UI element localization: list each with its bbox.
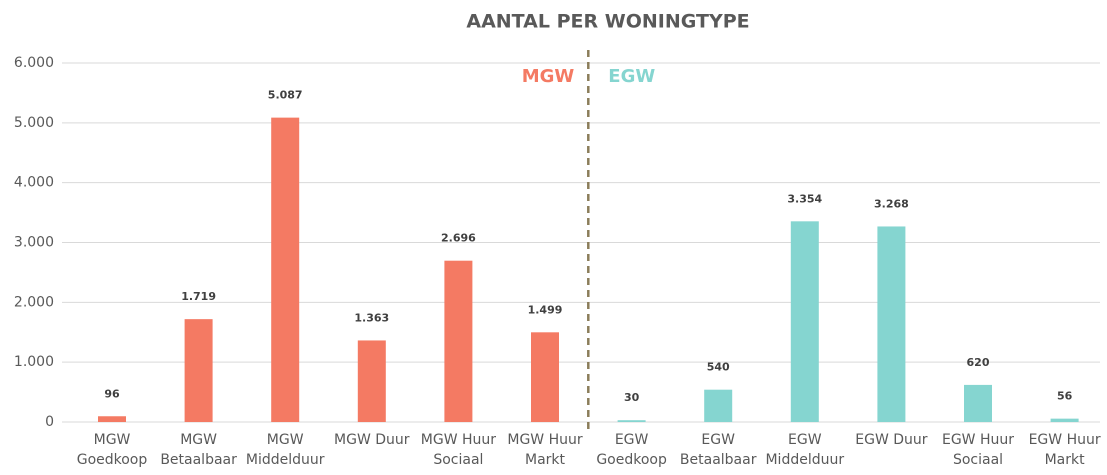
annotation: EGW — [608, 66, 655, 87]
data-label: 56 — [1057, 390, 1073, 403]
y-tick-label: 2.000 — [14, 294, 54, 310]
x-tick-label: MGW Betaalbaar — [160, 432, 237, 468]
x-tick-label: EGW Huur Markt — [1029, 432, 1101, 468]
data-label: 30 — [624, 391, 640, 404]
data-label: 3.354 — [787, 192, 822, 205]
data-label: 1.719 — [181, 290, 216, 303]
y-tick-label: 0 — [45, 414, 54, 430]
data-label: 620 — [967, 356, 990, 369]
bar — [704, 389, 733, 422]
x-tick-label: MGW Goedkoop — [77, 432, 148, 468]
x-tick-label: MGW Middelduur — [246, 432, 325, 468]
bar — [1050, 418, 1079, 422]
bar — [964, 384, 992, 422]
bar — [790, 221, 819, 422]
x-tick-label: EGW Betaalbaar — [680, 432, 757, 468]
x-tick-label: EGW Huur Sociaal — [942, 432, 1014, 468]
y-tick-label: 6.000 — [14, 55, 54, 71]
bar — [617, 420, 646, 422]
data-label: 1.499 — [528, 303, 563, 316]
bar — [184, 319, 213, 422]
y-tick-label: 3.000 — [14, 235, 54, 251]
data-label: 3.268 — [874, 197, 909, 210]
data-label: 540 — [707, 361, 730, 374]
y-tick-label: 4.000 — [14, 175, 54, 191]
chart-title: AANTAL PER WONINGTYPE — [466, 11, 749, 33]
bar — [98, 416, 126, 422]
y-tick-label: 1.000 — [14, 354, 54, 370]
bar — [271, 117, 300, 422]
x-tick-label: MGW Huur Markt — [507, 432, 582, 468]
x-tick-label: MGW Duur — [334, 432, 410, 448]
x-tick-label: EGW Duur — [855, 432, 928, 448]
data-label: 1.363 — [354, 311, 389, 324]
annotation: MGW — [522, 66, 575, 87]
bar — [531, 332, 559, 422]
data-label: 5.087 — [268, 89, 303, 102]
y-tick-label: 5.000 — [14, 115, 54, 131]
bar — [444, 260, 473, 422]
data-label: 96 — [104, 387, 120, 400]
x-tick-label: MGW Huur Sociaal — [421, 432, 496, 468]
x-tick-label: EGW Goedkoop — [596, 432, 667, 468]
x-tick-label: EGW Middelduur — [765, 432, 844, 468]
bar — [357, 340, 386, 422]
bar — [877, 226, 906, 422]
data-label: 2.696 — [441, 232, 476, 245]
